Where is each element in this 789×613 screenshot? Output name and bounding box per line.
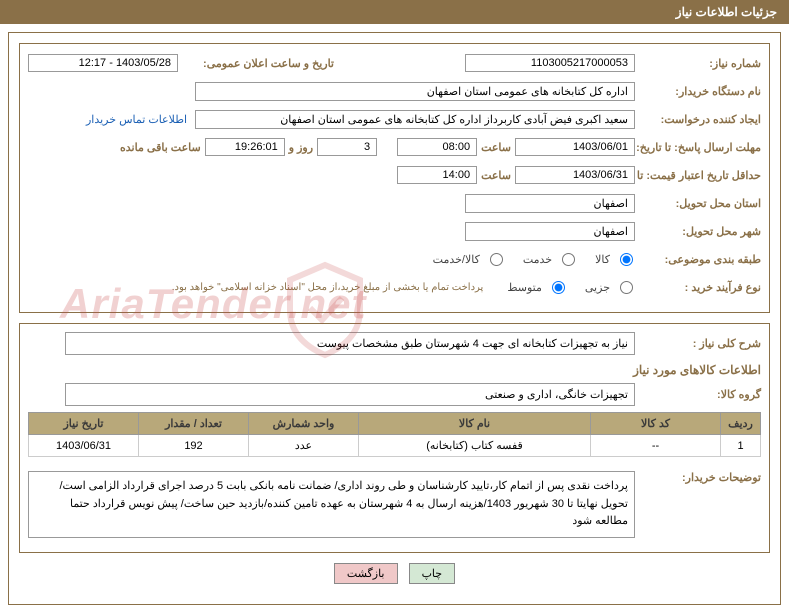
radio-both-label: کالا/خدمت <box>433 253 480 266</box>
goods-group-value: تجهیزات خانگی، اداری و صنعتی <box>65 383 635 406</box>
page-title: جزئیات اطلاعات نیاز <box>676 5 777 19</box>
form-section-top: شماره نیاز: 1103005217000053 تاریخ و ساع… <box>19 43 770 313</box>
th-qty: تعداد / مقدار <box>139 413 249 435</box>
radio-goods-label: کالا <box>595 253 610 266</box>
goods-table: ردیف کد کالا نام کالا واحد شمارش تعداد /… <box>28 412 761 457</box>
table-header-row: ردیف کد کالا نام کالا واحد شمارش تعداد /… <box>29 413 761 435</box>
radio-medium-label: متوسط <box>507 281 542 294</box>
cell-name: قفسه کتاب (کتابخانه) <box>359 435 591 457</box>
process-type-label: نوع فرآیند خرید : <box>641 281 761 294</box>
print-button[interactable]: چاپ <box>409 563 456 584</box>
buyer-org-label: نام دستگاه خریدار: <box>641 85 761 98</box>
row-notes: توضیحات خریدار: پرداخت نقدی پس از اتمام … <box>28 465 761 538</box>
category-label: طبقه بندی موضوعی: <box>641 253 761 266</box>
form-section-need: شرح کلی نیاز : نیاز به تجهیزات کتابخانه … <box>19 323 770 553</box>
table-row: 1 -- قفسه کتاب (کتابخانه) عدد 192 1403/0… <box>29 435 761 457</box>
radio-service-label: خدمت <box>523 253 552 266</box>
announce-date-value: 1403/05/28 - 12:17 <box>28 54 178 72</box>
validity-date-value: 1403/06/31 <box>515 166 635 184</box>
need-number-label: شماره نیاز: <box>641 57 761 70</box>
requester-label: ایجاد کننده درخواست: <box>641 113 761 126</box>
delivery-province-label: استان محل تحویل: <box>641 197 761 210</box>
radio-service[interactable] <box>562 253 575 266</box>
response-date-value: 1403/06/01 <box>515 138 635 156</box>
days-value: 3 <box>317 138 377 156</box>
row-response-deadline: مهلت ارسال پاسخ: تا تاریخ: 1403/06/01 سا… <box>28 136 761 158</box>
th-date: تاریخ نیاز <box>29 413 139 435</box>
radio-both[interactable] <box>490 253 503 266</box>
delivery-province-value: اصفهان <box>465 194 635 213</box>
process-note: پرداخت تمام یا بخشی از مبلغ خرید،از محل … <box>172 282 484 293</box>
radio-medium[interactable] <box>552 281 565 294</box>
back-button[interactable]: بازگشت <box>334 563 398 584</box>
cell-qty: 192 <box>139 435 249 457</box>
buyer-org-value: اداره کل کتابخانه های عمومی استان اصفهان <box>195 82 635 101</box>
radio-goods[interactable] <box>620 253 633 266</box>
row-process-type: نوع فرآیند خرید : جزیی متوسط پرداخت تمام… <box>28 276 761 298</box>
days-label: روز و <box>289 141 313 154</box>
notes-label: توضیحات خریدار: <box>641 465 761 484</box>
row-requester: ایجاد کننده درخواست: سعید اکبری فیض آباد… <box>28 108 761 130</box>
th-name: نام کالا <box>359 413 591 435</box>
page-header: جزئیات اطلاعات نیاز <box>0 0 789 24</box>
remaining-label: ساعت باقی مانده <box>120 141 201 154</box>
contact-link[interactable]: اطلاعات تماس خریدار <box>86 113 187 126</box>
overview-value: نیاز به تجهیزات کتابخانه ای جهت 4 شهرستا… <box>65 332 635 355</box>
process-radio-group: جزیی متوسط <box>493 281 635 294</box>
announce-date-label: تاریخ و ساعت اعلان عمومی: <box>184 57 334 70</box>
time-label-2: ساعت <box>481 169 511 182</box>
th-unit: واحد شمارش <box>249 413 359 435</box>
response-time-value: 08:00 <box>397 138 477 156</box>
cell-row: 1 <box>721 435 761 457</box>
need-number-value: 1103005217000053 <box>465 54 635 72</box>
cell-unit: عدد <box>249 435 359 457</box>
row-delivery-province: استان محل تحویل: اصفهان <box>28 192 761 214</box>
requester-value: سعید اکبری فیض آبادی کاربرداز اداره کل ک… <box>195 110 635 129</box>
notes-text: پرداخت نقدی پس از اتمام کار،تایید کارشنا… <box>28 471 635 538</box>
row-overview: شرح کلی نیاز : نیاز به تجهیزات کتابخانه … <box>28 332 761 355</box>
time-label-1: ساعت <box>481 141 511 154</box>
row-delivery-city: شهر محل تحویل: اصفهان <box>28 220 761 242</box>
response-deadline-label: مهلت ارسال پاسخ: تا تاریخ: <box>641 141 761 154</box>
cell-code: -- <box>591 435 721 457</box>
main-container: شماره نیاز: 1103005217000053 تاریخ و ساع… <box>8 32 781 605</box>
row-goods-group: گروه کالا: تجهیزات خانگی، اداری و صنعتی <box>28 383 761 406</box>
delivery-city-value: اصفهان <box>465 222 635 241</box>
footer-buttons: چاپ بازگشت <box>19 563 770 584</box>
row-need-number: شماره نیاز: 1103005217000053 تاریخ و ساع… <box>28 52 761 74</box>
category-radio-group: کالا خدمت کالا/خدمت <box>419 253 635 266</box>
row-buyer-org: نام دستگاه خریدار: اداره کل کتابخانه های… <box>28 80 761 102</box>
remaining-time-value: 19:26:01 <box>205 138 285 156</box>
overview-label: شرح کلی نیاز : <box>641 337 761 350</box>
th-code: کد کالا <box>591 413 721 435</box>
th-row: ردیف <box>721 413 761 435</box>
goods-group-label: گروه کالا: <box>641 388 761 401</box>
radio-partial[interactable] <box>620 281 633 294</box>
validity-deadline-label: حداقل تاریخ اعتبار قیمت: تا تاریخ: <box>641 169 761 182</box>
row-validity-deadline: حداقل تاریخ اعتبار قیمت: تا تاریخ: 1403/… <box>28 164 761 186</box>
delivery-city-label: شهر محل تحویل: <box>641 225 761 238</box>
validity-time-value: 14:00 <box>397 166 477 184</box>
row-category: طبقه بندی موضوعی: کالا خدمت کالا/خدمت <box>28 248 761 270</box>
goods-info-title: اطلاعات کالاهای مورد نیاز <box>28 363 761 377</box>
radio-partial-label: جزیی <box>585 281 610 294</box>
cell-date: 1403/06/31 <box>29 435 139 457</box>
